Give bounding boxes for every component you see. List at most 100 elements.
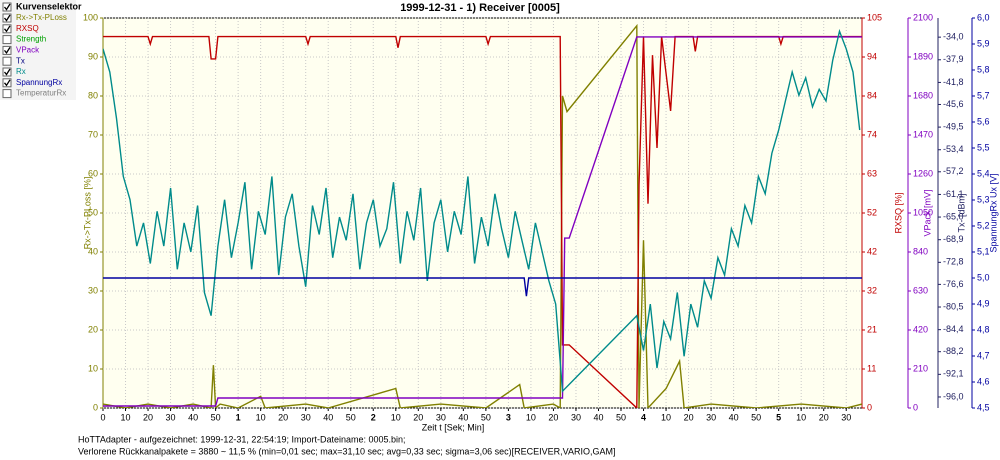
series-checkbox-check xyxy=(3,79,11,87)
selector-checkbox-check xyxy=(3,3,11,11)
y-tick-label: -45,6 xyxy=(943,99,964,109)
series-line xyxy=(103,35,862,408)
legend-label: TemperaturRx xyxy=(16,89,66,98)
series-checkbox[interactable] xyxy=(2,67,12,77)
y-tick-label: 32 xyxy=(867,285,877,295)
x-tick-label: 30 xyxy=(841,412,851,422)
series-checkbox[interactable] xyxy=(2,56,12,66)
y-tick-label: 40 xyxy=(88,246,98,256)
y-tick-label: 5,6 xyxy=(977,116,990,126)
x-tick-label: 30 xyxy=(166,412,176,422)
y-tick-label: 4,5 xyxy=(977,402,990,412)
series-checkbox-check xyxy=(3,25,11,33)
y-tick-label: 20 xyxy=(88,324,98,334)
y-tick-label: 5,4 xyxy=(977,168,990,178)
series-checkbox[interactable] xyxy=(2,24,12,34)
y-tick-label: 5,7 xyxy=(977,90,990,100)
series-line xyxy=(103,23,862,408)
x-tick-label: 10 xyxy=(661,412,671,422)
y-tick-label: -61,1 xyxy=(943,189,964,199)
x-tick-label: 10 xyxy=(391,412,401,422)
x-tick-label: 50 xyxy=(211,412,221,422)
y-tick-label: -68,9 xyxy=(943,234,964,244)
x-tick-label: 10 xyxy=(796,412,806,422)
x-axis-title: Zeit t [Sek; Min] xyxy=(422,422,485,432)
x-tick-label: 10 xyxy=(121,412,131,422)
y-tick-label: 30 xyxy=(88,285,98,295)
series-checkbox-check xyxy=(3,68,11,76)
x-tick-label: 20 xyxy=(278,412,288,422)
legend-label: Rx->Tx-PLoss xyxy=(16,13,67,22)
series-checkbox[interactable] xyxy=(2,78,12,88)
y-tick-label: 5,1 xyxy=(977,246,990,256)
y-tick-label: 1050 xyxy=(913,207,933,217)
y-tick-label: 5,0 xyxy=(977,272,990,282)
legend-label: VPack xyxy=(16,46,40,55)
y-tick-label: 105 xyxy=(867,12,882,22)
x-tick-label: 20 xyxy=(819,412,829,422)
y-tick-label: 4,8 xyxy=(977,324,990,334)
y-tick-label: -41,8 xyxy=(943,77,964,87)
x-tick-label: 1 xyxy=(236,412,241,422)
y-tick-label: 210 xyxy=(913,363,928,373)
y-tick-label: 5,2 xyxy=(977,220,990,230)
x-tick-label: 5 xyxy=(776,412,781,422)
series-checkbox[interactable] xyxy=(2,89,12,99)
y-tick-label: 70 xyxy=(88,129,98,139)
x-tick-label: 40 xyxy=(188,412,198,422)
series-checkbox[interactable] xyxy=(2,45,12,55)
y-axis-title: SpannungRx Ux [V] xyxy=(988,173,998,252)
x-tick-label: 30 xyxy=(436,412,446,422)
y-tick-label: -49,5 xyxy=(943,121,964,131)
y-tick-label: 0 xyxy=(93,402,98,412)
y-tick-label: 84 xyxy=(867,90,877,100)
x-tick-label: 2 xyxy=(371,412,376,422)
y-tick-label: 1890 xyxy=(913,51,933,61)
x-tick-label: 3 xyxy=(506,412,511,422)
selector-checkbox[interactable] xyxy=(2,2,12,12)
selector-title: Kurvenselektor xyxy=(16,1,82,11)
legend-label: Tx xyxy=(16,56,25,65)
y-tick-label: 21 xyxy=(867,324,877,334)
legend-label: Strength xyxy=(16,35,46,44)
y-tick-label: 0 xyxy=(913,402,918,412)
y-tick-label: 630 xyxy=(913,285,928,295)
series-line xyxy=(103,28,861,393)
x-tick-label: 4 xyxy=(641,412,646,422)
y-tick-label: -53,4 xyxy=(943,144,964,154)
series-checkbox[interactable] xyxy=(2,13,12,23)
x-tick-label: 40 xyxy=(729,412,739,422)
legend-label: SpannungRx xyxy=(16,78,62,87)
y-tick-label: 5,9 xyxy=(977,38,990,48)
series-line xyxy=(103,36,862,407)
series-line xyxy=(103,277,862,297)
y-axis-title: Tx- [dBm] xyxy=(956,193,966,232)
x-tick-label: 40 xyxy=(458,412,468,422)
y-tick-label: 0 xyxy=(867,402,872,412)
y-tick-label: -72,8 xyxy=(943,257,964,267)
legend-label: Rx xyxy=(16,67,26,76)
y-tick-label: 1260 xyxy=(913,168,933,178)
y-tick-label: 420 xyxy=(913,324,928,334)
y-tick-label: 1470 xyxy=(913,129,933,139)
y-tick-label: 100 xyxy=(83,12,98,22)
y-tick-label: 63 xyxy=(867,168,877,178)
x-tick-label: 40 xyxy=(323,412,333,422)
selector-panel xyxy=(0,0,76,100)
y-tick-label: 11 xyxy=(867,363,876,373)
y-tick-label: -65,0 xyxy=(943,211,964,221)
y-tick-label: 42 xyxy=(867,246,877,256)
y-tick-label: -88,2 xyxy=(943,346,964,356)
y-axis-title: VPack [mV] xyxy=(922,189,932,236)
y-tick-label: 52 xyxy=(867,207,877,217)
series-checkbox[interactable] xyxy=(2,35,12,45)
y-tick-label: -92,1 xyxy=(943,369,964,379)
y-tick-label: 50 xyxy=(88,207,98,217)
y-axis-title: Rx->Tx-PLoss [%] xyxy=(82,177,92,250)
x-tick-label: 20 xyxy=(143,412,153,422)
x-tick-label: 10 xyxy=(256,412,266,422)
y-tick-label: -96,0 xyxy=(943,391,964,401)
y-tick-label: 6,0 xyxy=(977,12,990,22)
x-tick-label: 50 xyxy=(616,412,626,422)
